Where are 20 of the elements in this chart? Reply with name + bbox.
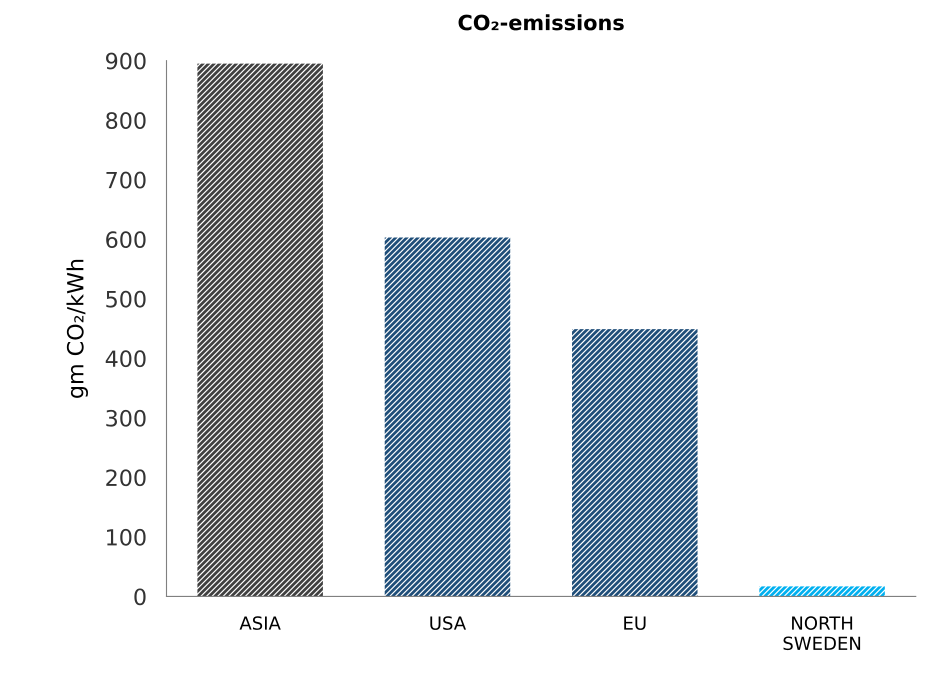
y-tick-label: 700 — [106, 172, 146, 188]
x-tick-label: NORTH SWEDEN — [784, 616, 860, 650]
bar — [197, 64, 323, 596]
x-tick-label: EU — [624, 616, 646, 630]
y-tick-label: 800 — [106, 112, 146, 129]
y-tick-label: 0 — [134, 588, 146, 606]
y-tick-label: 100 — [107, 528, 146, 546]
x-tick-label: ASIA — [240, 616, 281, 630]
chart-title: CO₂-emissions — [458, 14, 624, 30]
y-tick-label: 200 — [106, 469, 146, 486]
y-tick-label: 300 — [106, 410, 146, 427]
y-tick-label: 900 — [106, 52, 146, 70]
y-tick-label: 600 — [106, 231, 146, 248]
y-tick-label: 500 — [106, 290, 146, 308]
bar — [384, 237, 510, 596]
bar — [759, 586, 885, 596]
y-tick-label: 400 — [106, 350, 146, 368]
bar — [572, 329, 698, 596]
x-tick-label: USA — [430, 616, 466, 630]
y-axis-title: gm CO₂/kWh — [66, 260, 88, 398]
